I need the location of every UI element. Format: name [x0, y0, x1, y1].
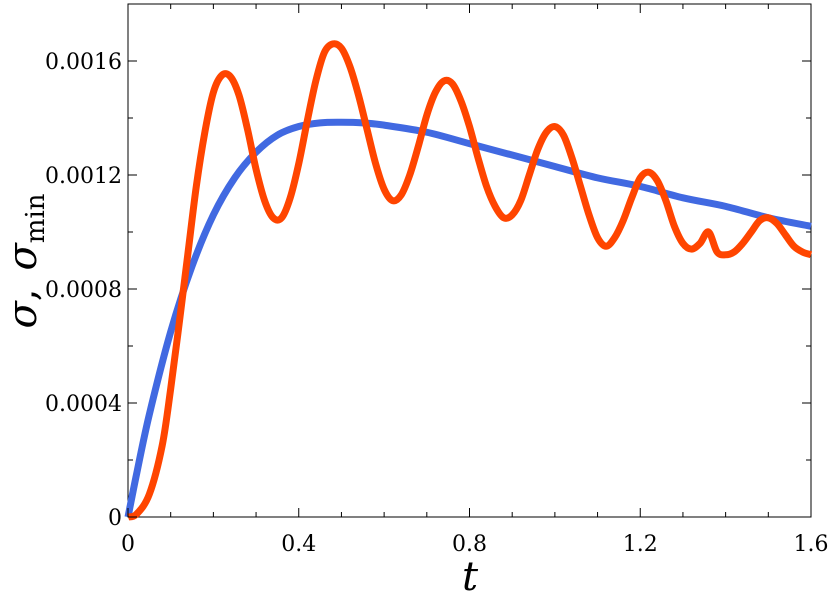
series-line-1	[124, 118, 812, 518]
x-tick-label: 0.8	[452, 532, 487, 557]
y-tick-label: 0	[108, 506, 122, 531]
x-tick-label: 0	[121, 532, 135, 557]
y-tick-label: 0.0012	[45, 164, 122, 189]
series-line-2	[126, 40, 813, 521]
y-axis-label-subscript: min	[21, 193, 51, 243]
x-tick-label: 1.6	[794, 532, 829, 557]
x-axis-label: t	[462, 554, 479, 599]
y-axis-label: σ,σmin	[0, 193, 51, 328]
y-tick-label: 0.0008	[45, 278, 122, 303]
y-axis-label-sigma: σ	[0, 300, 46, 329]
y-axis-label-sigma-min: σ	[0, 242, 46, 271]
y-tick-label: 0.0016	[45, 50, 122, 75]
series-layer	[124, 40, 813, 521]
y-tick-label: 0.0004	[45, 392, 122, 417]
x-tick-label: 0.4	[281, 532, 316, 557]
tick-layer: 0 0.4 0.8 1.2 1.6 0 0.0004 0.0008 0.0012 0.0016	[45, 3, 829, 557]
x-tick-label: 1.2	[623, 532, 658, 557]
y-axis-label-comma: ,	[0, 289, 46, 302]
